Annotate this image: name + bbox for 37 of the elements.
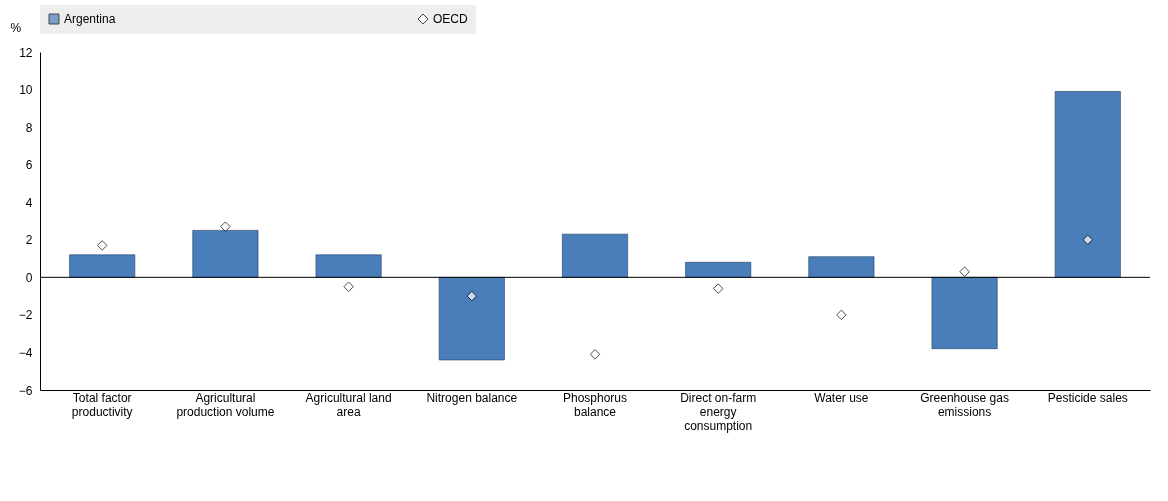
y-axis-title: % — [10, 20, 22, 35]
bar — [438, 277, 505, 361]
y-tick-label: 12 — [19, 45, 33, 60]
point — [220, 221, 231, 232]
x-tick-label: Agricultural land area — [305, 390, 392, 419]
point — [589, 349, 601, 360]
y-tick-label: −4 — [18, 345, 33, 360]
y-tick-label: −2 — [18, 308, 33, 323]
point — [1082, 234, 1094, 246]
y-tick-label: 4 — [25, 195, 33, 210]
y-tick-label: 8 — [25, 120, 33, 135]
x-tick-label: Water use — [814, 390, 869, 405]
bar — [685, 262, 752, 278]
x-tick-label: Total factor productivity — [71, 390, 133, 419]
y-tick-label: −6 — [18, 383, 33, 398]
point — [466, 290, 478, 302]
y-tick-label: 2 — [25, 233, 33, 248]
legend-label: Argentina — [64, 12, 116, 26]
bar — [562, 233, 628, 278]
bar — [315, 254, 382, 278]
x-tick-label: Direct on-farm energy consumption — [680, 390, 757, 433]
y-tick-label: 0 — [25, 270, 33, 285]
legend-label: OECD — [433, 12, 468, 26]
bar — [931, 277, 998, 349]
bar — [808, 256, 875, 278]
y-tick-label: 10 — [19, 83, 33, 98]
x-tick-label: Greenhouse gas emissions — [920, 390, 1009, 419]
point — [712, 283, 724, 294]
x-tick-label: Nitrogen balance — [426, 390, 518, 405]
x-tick-label: Pesticide sales — [1047, 390, 1128, 405]
bar — [69, 254, 136, 278]
bar — [192, 230, 259, 278]
y-tick-label: 6 — [25, 158, 33, 173]
bar — [1054, 91, 1121, 278]
x-tick-label: Agricultural production volume — [176, 390, 275, 419]
x-tick-label: Phosphorus balance — [562, 390, 628, 419]
point — [96, 240, 108, 251]
